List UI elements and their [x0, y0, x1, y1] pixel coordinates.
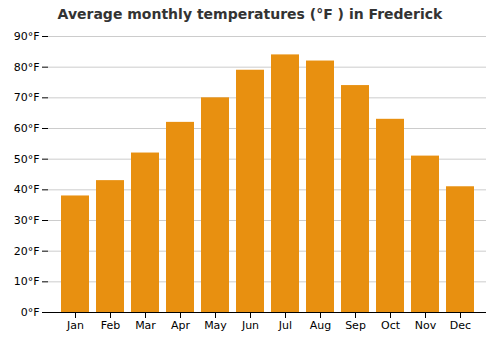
svg-text:Feb: Feb: [101, 319, 120, 332]
svg-text:Jan: Jan: [66, 319, 84, 332]
svg-text:0°F: 0°F: [21, 306, 40, 319]
svg-text:30°F: 30°F: [14, 214, 40, 227]
svg-text:Aug: Aug: [310, 319, 331, 332]
svg-text:Mar: Mar: [135, 319, 156, 332]
svg-text:May: May: [204, 319, 227, 332]
svg-text:90°F: 90°F: [14, 30, 40, 43]
svg-text:Apr: Apr: [171, 319, 191, 332]
svg-text:70°F: 70°F: [14, 91, 40, 104]
svg-text:Dec: Dec: [450, 319, 471, 332]
svg-text:Jun: Jun: [241, 319, 259, 332]
svg-text:10°F: 10°F: [14, 275, 40, 288]
svg-text:Nov: Nov: [415, 319, 437, 332]
svg-text:50°F: 50°F: [14, 153, 40, 166]
svg-text:Oct: Oct: [381, 319, 401, 332]
html-text:Average monthly temperatures (: Average monthly temperatures (°F ) in Fr…: [57, 6, 443, 22]
svg-text:20°F: 20°F: [14, 245, 40, 258]
svg-text:80°F: 80°F: [14, 61, 40, 74]
svg-text:40°F: 40°F: [14, 183, 40, 196]
svg-text:60°F: 60°F: [14, 122, 40, 135]
svg-text:Jul: Jul: [278, 319, 292, 332]
svg-text:Sep: Sep: [345, 319, 366, 332]
